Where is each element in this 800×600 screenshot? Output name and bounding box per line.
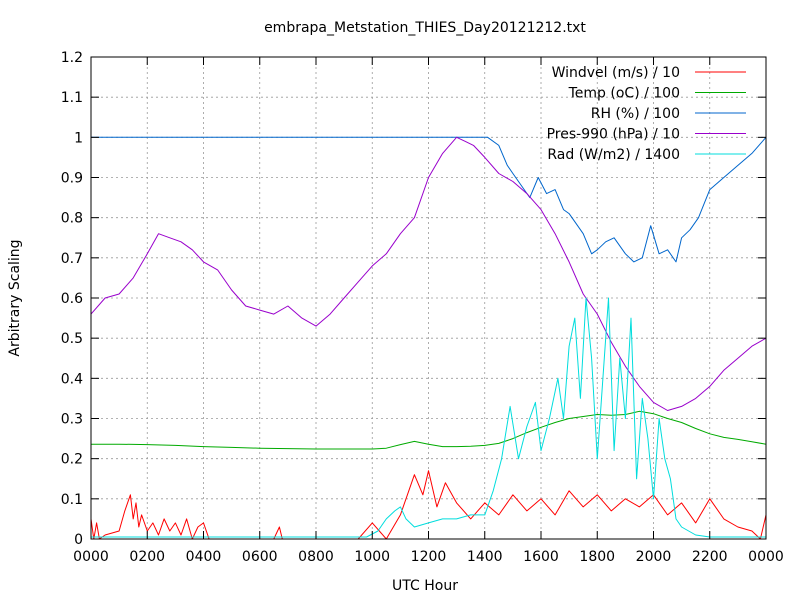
y-tick-label: 0.5 [61,331,83,347]
x-tick-label: 1800 [579,549,615,565]
legend-label: Pres-990 (hPa) / 10 [547,127,680,143]
y-tick-label: 0.3 [61,412,83,428]
x-tick-label: 0000 [748,549,784,565]
x-tick-label: 0400 [186,549,222,565]
tick-marks [90,56,767,540]
y-tick-label: 1.1 [61,90,83,106]
y-axis-label: Arbitrary Scaling [7,239,23,356]
y-tick-label: 0.9 [61,171,83,187]
y-tick-label: 0 [74,532,83,548]
x-axis-label: UTC Hour [392,578,458,594]
chart-title: embrapa_Metstation_THIES_Day20121212.txt [264,20,586,36]
x-tick-label: 0800 [298,549,334,565]
y-tick-label: 0.4 [61,371,83,387]
series-layer [90,136,767,540]
legend-label: Rad (W/m2) / 1400 [547,147,680,163]
legend-label: RH (%) / 100 [591,106,680,122]
y-tick-label: 0.8 [61,211,83,227]
legend: Windvel (m/s) / 10 Temp (oC) / 100 RH (%) … [547,65,746,163]
y-tick-label: 0.7 [61,251,83,267]
x-tick-label: 2000 [636,549,672,565]
x-tick-label: 1600 [523,549,559,565]
x-tick-label: 0000 [73,549,109,565]
x-tick-label: 0600 [242,549,278,565]
y-tick-label: 0.1 [61,492,83,508]
legend-label: Windvel (m/s) / 10 [552,65,680,81]
x-tick-label: 1000 [354,549,390,565]
x-tick-label: 0200 [129,549,165,565]
tick-labels: 0 0.1 0.2 0.3 0.4 0.5 0.6 0.7 0.8 0.9 1 1.1 1.2 0000 0… [61,50,784,565]
y-tick-label: 1.2 [61,50,83,66]
y-tick-label: 1 [74,130,83,146]
series-line-0 [90,470,767,540]
series-line-3 [90,136,767,411]
x-tick-label: 1200 [411,549,447,565]
y-tick-label: 0.6 [61,291,83,307]
series-line-4 [91,297,766,538]
x-tick-label: 1400 [467,549,503,565]
y-tick-label: 0.2 [61,452,83,468]
series-line-1 [91,410,767,450]
series-line-2 [91,136,767,263]
x-tick-label: 2200 [692,549,728,565]
legend-label: Temp (oC) / 100 [568,86,680,102]
